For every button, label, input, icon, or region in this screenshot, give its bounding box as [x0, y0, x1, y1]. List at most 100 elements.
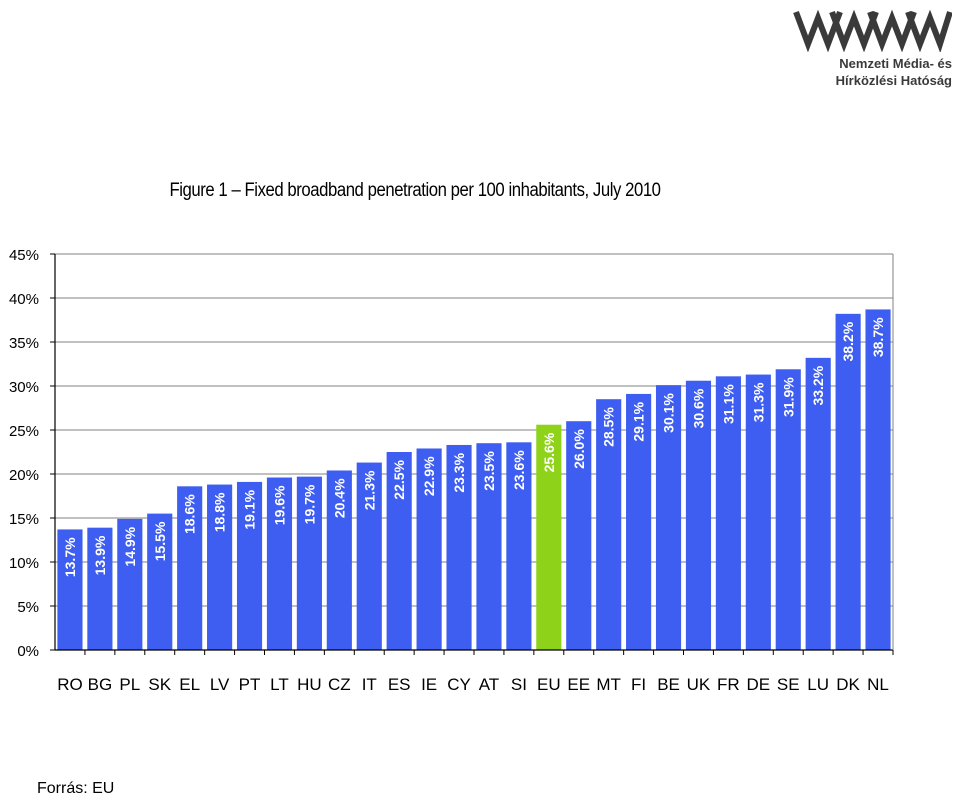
x-tick-label: RO: [57, 675, 83, 694]
x-tick-label: EL: [179, 675, 200, 694]
bar-fi: [626, 393, 652, 650]
y-tick-label: 40%: [9, 291, 39, 308]
data-label: 25.6%: [541, 432, 557, 472]
chart-title: Figure 1 – Fixed broadband penetration p…: [169, 180, 661, 201]
bar-nl: [865, 309, 891, 650]
bar-pt: [236, 481, 263, 650]
x-tick-label: LV: [210, 675, 230, 694]
y-tick-label: 0%: [17, 643, 39, 660]
bar-mt: [596, 399, 622, 650]
data-label: 23.3%: [451, 452, 467, 492]
bar-dk: [835, 313, 861, 650]
data-label: 30.1%: [661, 393, 677, 433]
data-label: 30.6%: [690, 388, 706, 428]
data-label: 22.9%: [421, 456, 437, 496]
y-tick-label: 15%: [9, 511, 39, 528]
x-tick-label: EE: [567, 675, 590, 694]
bar-be: [655, 385, 682, 650]
x-tick-label: DE: [747, 675, 771, 694]
bar-it: [356, 462, 382, 650]
bar-hu: [296, 476, 322, 650]
x-tick-label: MT: [596, 675, 621, 694]
logo-text-line1: Nemzeti Média- és: [839, 56, 952, 71]
x-tick-label: IE: [421, 675, 437, 694]
nmhh-logo-icon: [793, 9, 952, 52]
data-label: 38.2%: [840, 321, 856, 361]
data-label: 20.4%: [331, 478, 347, 518]
bar-lt: [266, 477, 293, 650]
data-label: 26.0%: [571, 429, 587, 469]
y-tick-label: 45%: [9, 247, 39, 264]
data-label: 13.7%: [62, 537, 78, 577]
bar-cz: [326, 470, 352, 650]
x-tick-label: LU: [807, 675, 829, 694]
x-tick-label: DK: [836, 675, 860, 694]
bar-eu: [536, 424, 562, 650]
y-tick-label: 20%: [9, 467, 39, 484]
x-tick-label: BG: [88, 675, 113, 694]
data-label: 21.3%: [361, 470, 377, 510]
logo-text-line2: Hírközlési Hatóság: [835, 73, 952, 88]
x-tick-label: SE: [777, 675, 800, 694]
x-tick-label: SK: [148, 675, 171, 694]
y-tick-label: 35%: [9, 335, 39, 352]
x-axis-tick-labels: RO BG PL SK EL LV PT LT HU CZ IT ES IE CY AT SI EU EE MT FI…: [57, 650, 894, 694]
x-tick-label: PL: [119, 675, 140, 694]
y-tick-label: 30%: [9, 379, 39, 396]
bar-ee: [566, 421, 592, 650]
data-label: 31.9%: [780, 377, 796, 417]
bar-ie: [416, 448, 442, 650]
data-label: 28.5%: [601, 407, 617, 447]
bar-se: [775, 369, 801, 650]
data-label: 31.1%: [720, 384, 736, 424]
data-label: 13.9%: [92, 535, 108, 575]
x-tick-label: CZ: [328, 675, 351, 694]
data-label: 38.7%: [870, 317, 886, 357]
data-labels: 13.7% 13.9% 14.9% 15.5% 18.6% 18.8% 19.1% 19.6%…: [62, 317, 886, 577]
data-label: 31.3%: [750, 382, 766, 422]
bar-ro: [57, 529, 83, 650]
bar-at: [476, 443, 502, 650]
data-label: 15.5%: [152, 521, 168, 561]
bar-lv: [207, 484, 233, 650]
bar-de: [745, 374, 771, 650]
bar-es: [386, 452, 412, 650]
bars: [57, 309, 891, 650]
bar-el: [177, 486, 203, 650]
x-tick-label: SI: [511, 675, 527, 694]
bar-lu: [805, 357, 831, 650]
bar-uk: [685, 380, 712, 650]
y-tick-label: 25%: [9, 423, 39, 440]
source-note: Forrás: EU: [37, 780, 115, 797]
data-label: 19.1%: [242, 489, 258, 529]
data-label: 23.5%: [481, 451, 497, 491]
data-label: 18.8%: [212, 492, 228, 532]
x-tick-label: EU: [537, 675, 561, 694]
bar-chart: 0%5%10%15%20%25%30%35%40%45% 13.7% 13.9% 1…: [9, 247, 894, 694]
bar-sk: [147, 513, 173, 650]
bar-si: [506, 442, 532, 650]
x-tick-label: PT: [239, 675, 261, 694]
y-tick-label: 10%: [9, 555, 39, 572]
data-label: 14.9%: [122, 526, 138, 566]
data-label: 18.6%: [182, 494, 198, 534]
x-tick-label: UK: [687, 675, 711, 694]
data-label: 19.6%: [271, 485, 287, 525]
data-label: 19.7%: [301, 484, 317, 524]
x-tick-label: LT: [270, 675, 289, 694]
data-label: 23.6%: [511, 450, 527, 490]
data-label: 29.1%: [631, 401, 647, 441]
data-label: 33.2%: [810, 365, 826, 405]
bar-cy: [446, 444, 472, 650]
bar-bg: [87, 527, 113, 650]
x-tick-label: NL: [867, 675, 889, 694]
x-tick-label: FI: [631, 675, 646, 694]
x-tick-label: FR: [717, 675, 740, 694]
axes: [54, 254, 894, 651]
x-tick-label: ES: [388, 675, 411, 694]
x-tick-label: AT: [479, 675, 499, 694]
x-tick-label: IT: [362, 675, 377, 694]
data-label: 22.5%: [391, 459, 407, 499]
y-axis-tick-labels: 0% 5% 10% 15% 20% 25% 30% 35% 40% 45%: [9, 247, 39, 660]
bar-pl: [117, 518, 143, 650]
